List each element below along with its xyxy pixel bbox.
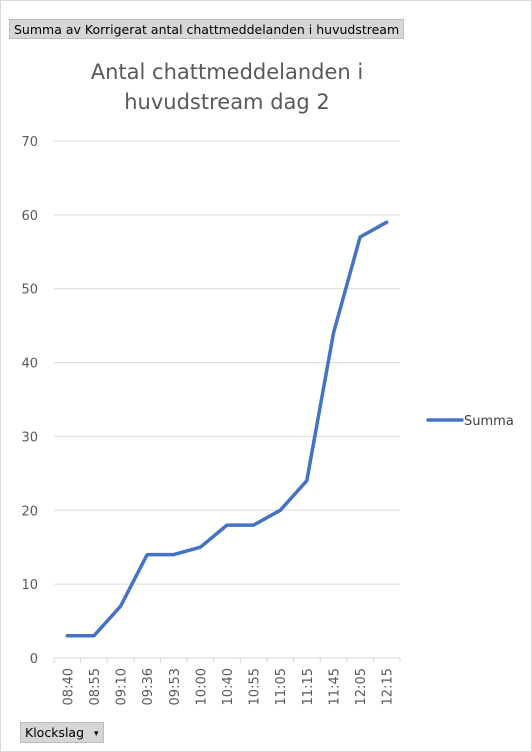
y-tick-label: 10 (21, 578, 38, 593)
x-tick-label: 11:15 (301, 668, 316, 705)
x-tick-label: 12:05 (354, 668, 369, 705)
x-tick-label: 11:05 (274, 668, 289, 705)
axis-field-button[interactable]: Klockslag ▾ (20, 722, 104, 743)
x-tick-label: 10:55 (248, 668, 263, 705)
y-tick-label: 60 (21, 209, 38, 224)
value-field-label: Summa av Korrigerat antal chattmeddeland… (14, 22, 400, 37)
y-tick-label: 40 (21, 357, 38, 372)
chart-title-line: Antal chattmeddelanden i (91, 60, 364, 84)
x-tick-label: 09:53 (168, 668, 183, 705)
axis-field-label: Klockslag (25, 725, 85, 740)
value-field-button[interactable]: Summa av Korrigerat antal chattmeddeland… (9, 19, 405, 39)
y-tick-label: 20 (21, 504, 38, 519)
y-tick-label: 70 (21, 135, 38, 150)
x-tick-label: 10:00 (194, 668, 209, 705)
x-tick-label: 09:10 (115, 668, 130, 705)
x-tick-label: 10:40 (221, 668, 236, 705)
x-tick-label: 08:55 (88, 668, 103, 705)
x-tick-label: 08:40 (61, 668, 76, 705)
x-tick-label: 09:36 (141, 668, 156, 705)
legend-label: Summa (464, 414, 514, 429)
y-tick-label: 0 (30, 652, 38, 667)
y-tick-label: 50 (21, 283, 38, 298)
y-tick-label: 30 (21, 430, 38, 445)
chart-title-line: huvudstream dag 2 (124, 90, 330, 114)
x-tick-label: 11:45 (327, 668, 342, 705)
dropdown-arrow-icon[interactable]: ▾ (94, 729, 99, 739)
x-tick-label: 12:15 (381, 668, 396, 705)
series-line-summa (65, 220, 389, 638)
